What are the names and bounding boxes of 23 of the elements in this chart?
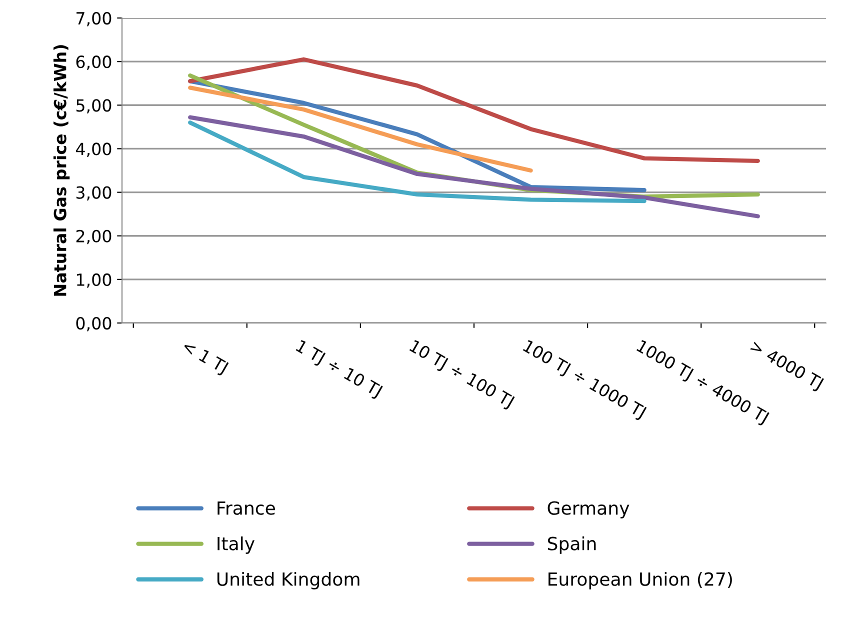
line-series bbox=[188, 115, 760, 218]
y-tick-label: 6,00 bbox=[76, 56, 112, 70]
legend-label: United Kingdom bbox=[217, 572, 360, 590]
y-tick-label: 5,00 bbox=[76, 99, 112, 114]
x-tick-label: > 4000 TJ bbox=[748, 339, 824, 392]
y-tick-label: 4,00 bbox=[76, 142, 112, 157]
x-tick-label: < 1 TJ bbox=[180, 340, 229, 376]
y-tick-label: 3,00 bbox=[76, 186, 112, 201]
line-series bbox=[188, 86, 533, 173]
line-series bbox=[188, 57, 760, 163]
y-axis-title: Natural Gas price (c€/kWh) bbox=[53, 45, 70, 296]
legend-label: France bbox=[218, 501, 275, 515]
legend-label: Spain bbox=[548, 536, 596, 554]
y-tick-label: 2,00 bbox=[76, 230, 112, 244]
line-series bbox=[188, 120, 646, 204]
x-tick-label: 1 TJ ÷ 10 TJ bbox=[294, 339, 383, 400]
legend-label: Germany bbox=[548, 501, 630, 518]
legend-label: European Union (27) bbox=[548, 572, 732, 590]
y-tick-label: 7,00 bbox=[76, 12, 112, 26]
y-tick-label: 0,00 bbox=[76, 316, 112, 332]
legend-label: Italy bbox=[218, 536, 255, 554]
x-tick-label: 10 TJ ÷ 100 TJ bbox=[408, 339, 515, 410]
y-tick-label: 1,00 bbox=[77, 273, 112, 288]
